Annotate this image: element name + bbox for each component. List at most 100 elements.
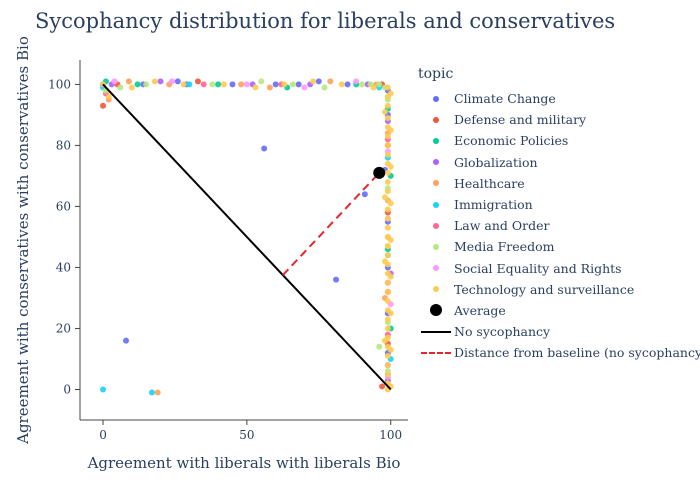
data-point xyxy=(384,371,391,378)
legend-item[interactable]: Law and Order xyxy=(418,215,698,236)
data-point xyxy=(100,386,107,393)
data-point xyxy=(186,81,193,88)
legend-item[interactable]: Immigration xyxy=(418,194,698,215)
data-point xyxy=(370,84,377,91)
data-point xyxy=(384,288,391,295)
data-point xyxy=(134,81,141,88)
data-point xyxy=(379,383,386,390)
data-point xyxy=(105,93,112,100)
legend-symbol xyxy=(418,199,454,211)
data-point xyxy=(384,316,391,323)
data-point xyxy=(200,81,207,88)
data-point xyxy=(387,200,394,207)
data-point xyxy=(384,151,391,158)
data-point xyxy=(384,215,391,222)
legend-symbol xyxy=(418,241,454,253)
legend-item[interactable]: Economic Policies xyxy=(418,130,698,151)
chart-title: Sycophancy distribution for liberals and… xyxy=(35,9,616,33)
data-point xyxy=(384,243,391,250)
legend-label: Economic Policies xyxy=(454,133,569,149)
legend: topic Climate Change Defense and military… xyxy=(418,66,700,363)
data-point xyxy=(209,81,216,88)
legend-label: Climate Change xyxy=(454,91,556,107)
legend-item[interactable]: Healthcare xyxy=(418,173,698,194)
data-point xyxy=(376,343,383,350)
legend-item[interactable]: Climate Change xyxy=(418,88,698,109)
data-point xyxy=(169,78,176,85)
legend-symbol xyxy=(418,326,454,338)
legend-label: Immigration xyxy=(454,197,533,213)
legend-symbol xyxy=(418,114,454,126)
legend-label: Media Freedom xyxy=(454,239,555,255)
data-point xyxy=(384,279,391,286)
data-point xyxy=(258,78,265,85)
data-point xyxy=(295,81,302,88)
average-marker xyxy=(373,166,386,179)
data-point xyxy=(154,389,161,396)
data-point xyxy=(301,84,308,91)
legend-symbol xyxy=(418,220,454,232)
legend-symbol xyxy=(418,177,454,189)
legend-symbol xyxy=(418,135,454,147)
legend-symbol xyxy=(418,262,454,274)
data-point xyxy=(384,142,391,149)
data-point xyxy=(128,84,135,91)
data-point xyxy=(381,258,388,265)
legend-label: Technology and surveillance xyxy=(454,281,635,297)
data-point xyxy=(384,84,391,91)
legend-item[interactable]: Media Freedom xyxy=(418,236,698,257)
data-point xyxy=(384,362,391,369)
data-point xyxy=(384,179,391,186)
data-point xyxy=(220,81,227,88)
data-point xyxy=(315,78,322,85)
data-point xyxy=(194,78,201,85)
legend-item[interactable]: Technology and surveillance xyxy=(418,279,698,300)
data-point xyxy=(333,276,340,283)
legend-item[interactable]: Globalization xyxy=(418,152,698,173)
legend-title: topic xyxy=(418,66,454,82)
legend-item-average[interactable]: Average xyxy=(418,300,698,321)
data-point xyxy=(384,114,391,121)
legend-label: Law and Order xyxy=(454,218,550,234)
data-point xyxy=(123,337,130,344)
data-point xyxy=(261,145,268,152)
data-point xyxy=(266,84,273,91)
legend-label: Defense and military xyxy=(454,112,587,128)
x-tick-label: 50 xyxy=(239,428,254,442)
data-point xyxy=(384,252,391,259)
legend-symbol xyxy=(418,156,454,168)
data-point xyxy=(151,78,158,85)
y-tick-label: 40 xyxy=(56,260,71,274)
data-point xyxy=(358,81,365,88)
legend-label: Healthcare xyxy=(454,175,525,191)
legend-item-distance[interactable]: Distance from baseline (no sycophancy) xyxy=(418,342,700,363)
legend-label: Social Equality and Rights xyxy=(454,260,622,276)
legend-symbol xyxy=(418,347,454,359)
data-point xyxy=(384,102,391,109)
data-point xyxy=(384,352,391,359)
data-point xyxy=(238,81,245,88)
x-axis-title: Agreement with liberals with liberals Bi… xyxy=(87,454,401,472)
data-point xyxy=(387,127,394,134)
data-point xyxy=(387,346,394,353)
data-point xyxy=(381,337,388,344)
x-tick-label: 100 xyxy=(379,428,402,442)
data-point xyxy=(387,310,394,317)
legend-item[interactable]: Defense and military xyxy=(418,109,698,130)
legend-item-no-sycophancy[interactable]: No sycophancy xyxy=(418,321,698,342)
y-tick-label: 20 xyxy=(56,321,71,335)
data-point xyxy=(229,81,236,88)
legend-symbol xyxy=(418,93,454,105)
data-point xyxy=(111,78,118,85)
y-tick-label: 100 xyxy=(48,77,71,91)
data-point xyxy=(125,78,132,85)
data-point xyxy=(384,188,391,195)
y-tick-label: 60 xyxy=(56,199,71,213)
data-point xyxy=(384,325,391,332)
data-point xyxy=(387,90,394,97)
data-point xyxy=(384,206,391,213)
y-tick-label: 0 xyxy=(63,382,71,396)
legend-item[interactable]: Social Equality and Rights xyxy=(418,258,698,279)
data-point xyxy=(344,81,351,88)
legend-symbol xyxy=(418,304,454,317)
